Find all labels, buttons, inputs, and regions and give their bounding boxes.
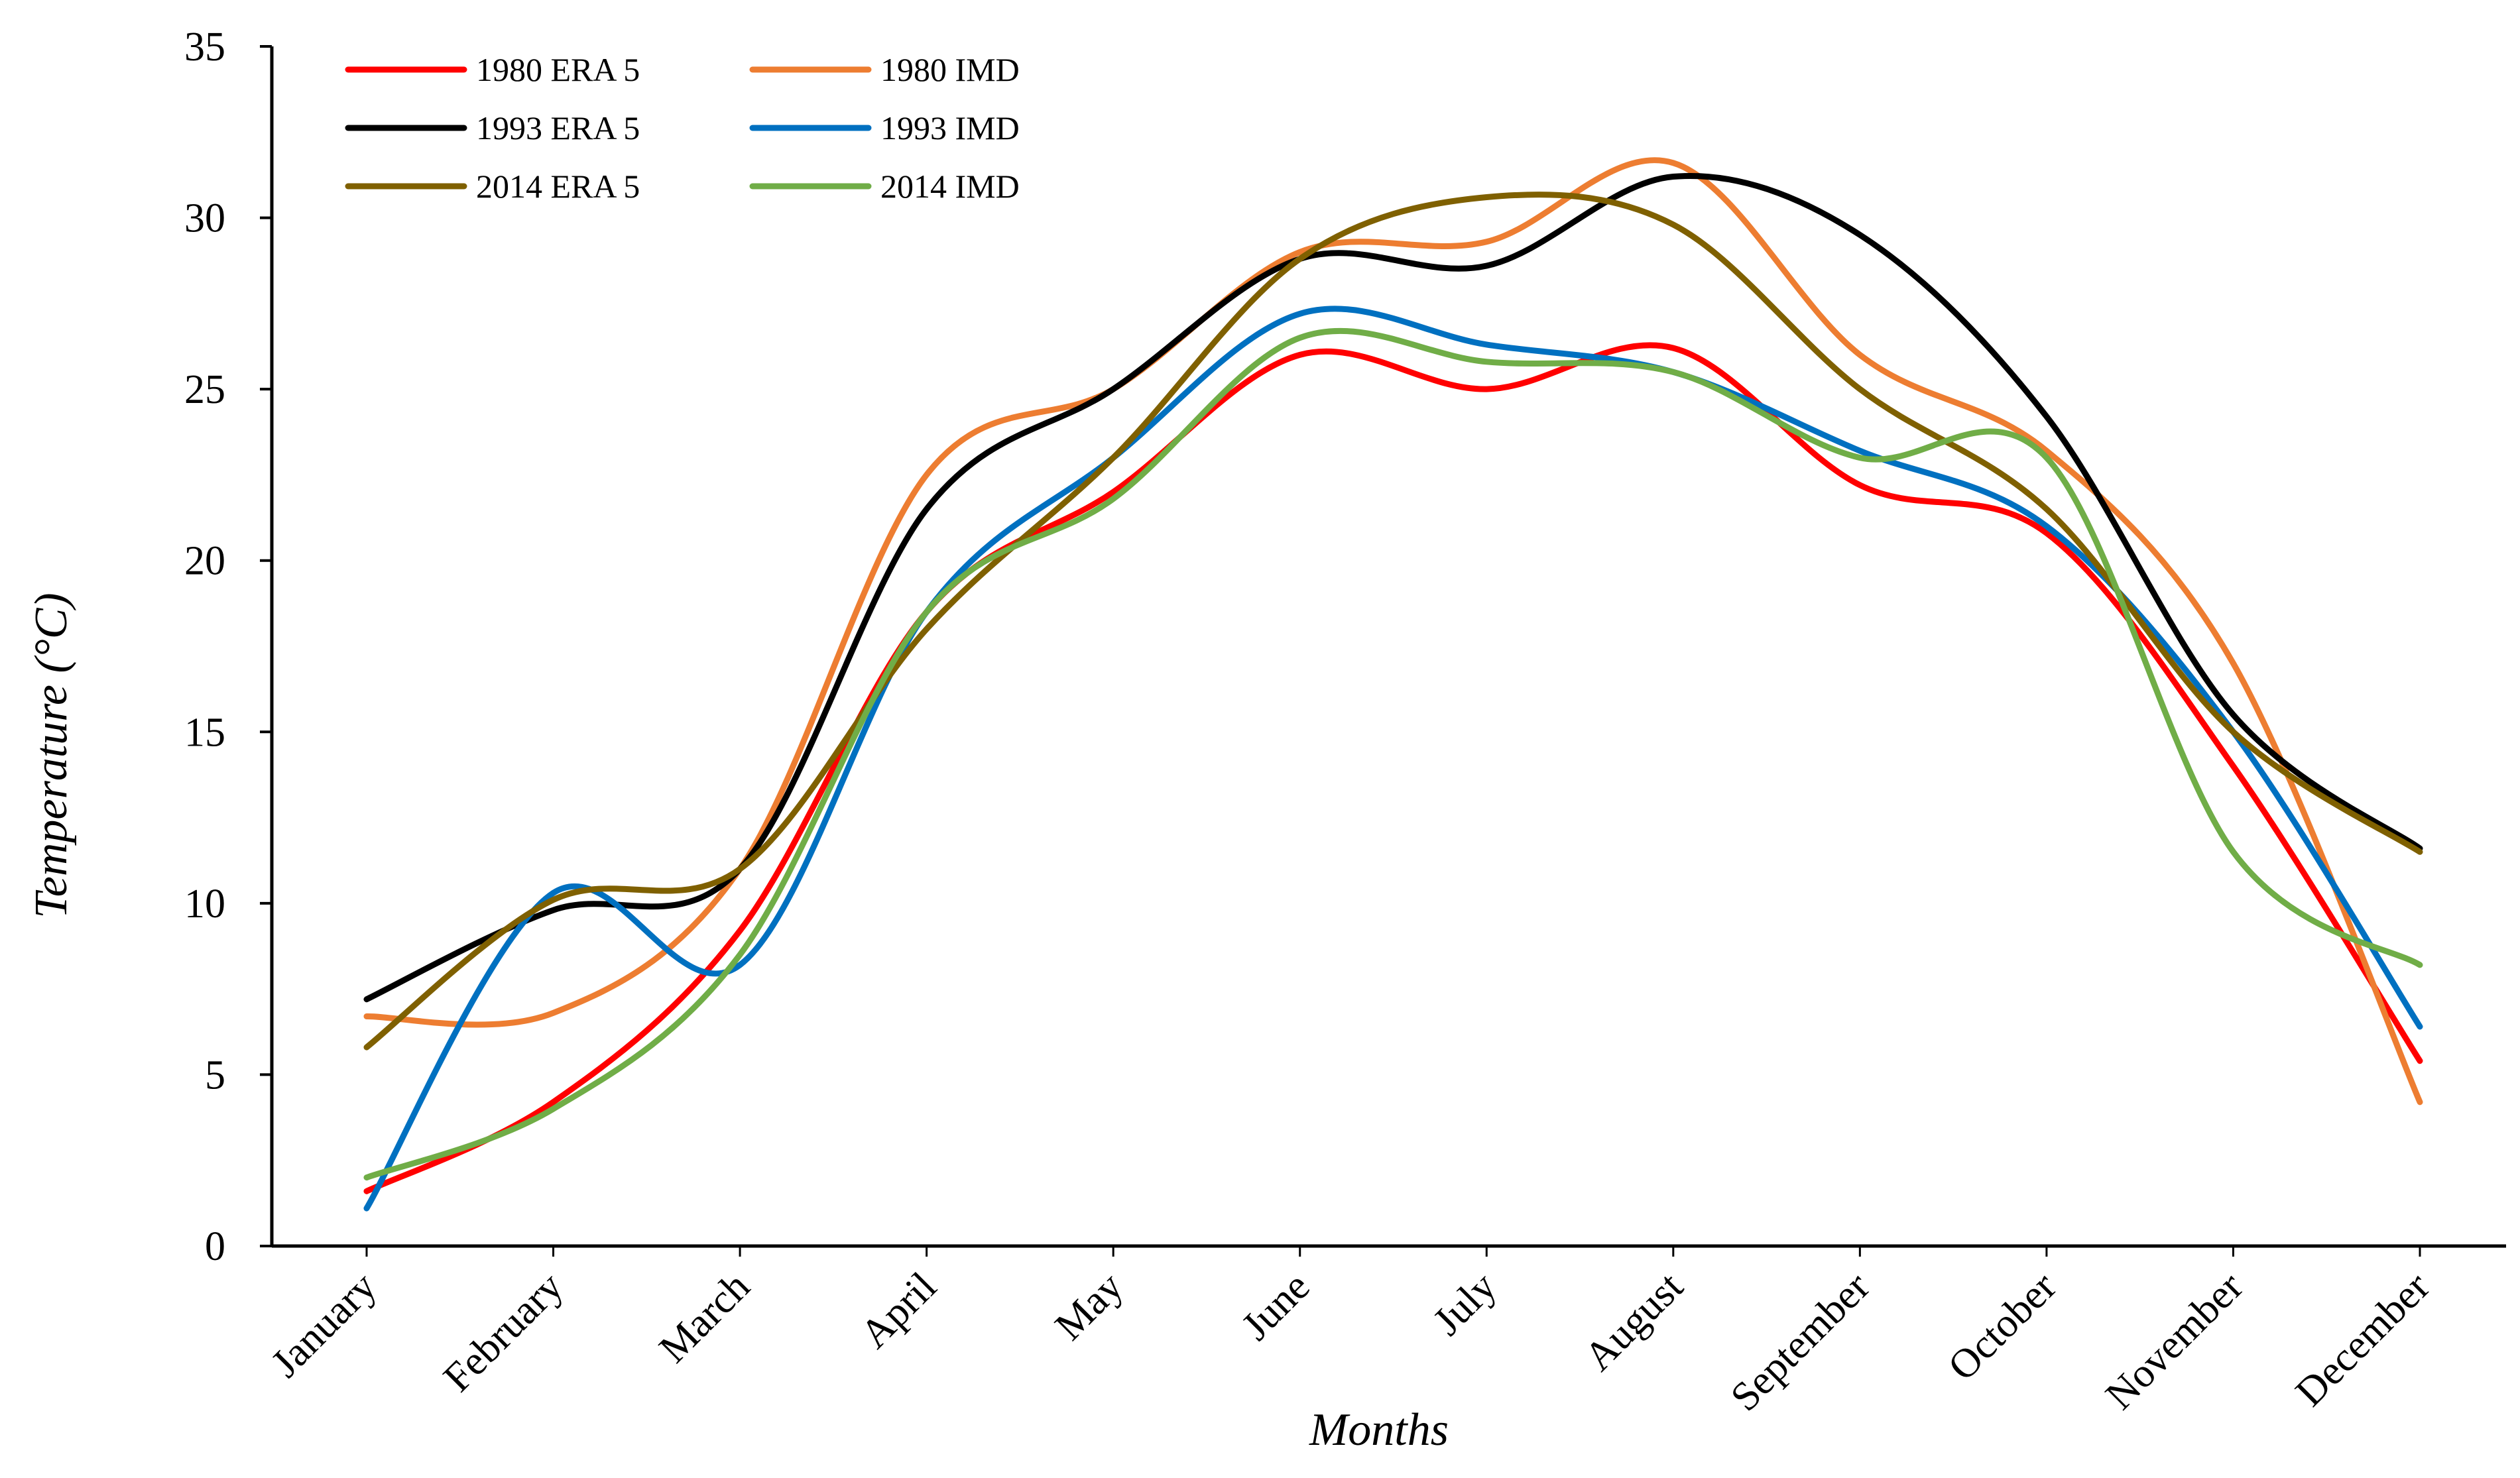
series-line-1980-imd bbox=[363, 157, 2423, 1106]
x-tick-label: January bbox=[263, 1264, 385, 1386]
series-line-1993-imd bbox=[363, 306, 2423, 1212]
y-tick-label: 25 bbox=[184, 367, 225, 412]
x-tick-label: November bbox=[2097, 1264, 2251, 1418]
series-line-2014-era-5 bbox=[363, 191, 2423, 1051]
y-tick-label: 15 bbox=[184, 710, 225, 755]
legend-label-2014-imd: 2014 IMD bbox=[880, 168, 1020, 205]
series-line-2014-imd bbox=[363, 327, 2423, 1181]
y-tick-label: 10 bbox=[184, 881, 225, 927]
legend-label-1980-imd: 1980 IMD bbox=[880, 51, 1020, 88]
y-tick-label: 0 bbox=[205, 1224, 225, 1269]
x-tick-label: May bbox=[1047, 1264, 1132, 1349]
y-tick-label: 35 bbox=[184, 25, 225, 70]
legend-label-2014-era-5: 2014 ERA 5 bbox=[476, 168, 640, 205]
x-tick-label: March bbox=[650, 1264, 758, 1372]
y-axis-title: Temperature (°C) bbox=[26, 593, 77, 918]
series-line-1980-era-5 bbox=[363, 342, 2423, 1194]
x-axis-tick-labels: January February March April May June July Augu… bbox=[263, 1246, 2438, 1420]
legend-label-1993-imd: 1993 IMD bbox=[880, 109, 1020, 146]
x-tick-label: December bbox=[2287, 1264, 2438, 1415]
x-tick-label: July bbox=[1425, 1264, 1505, 1344]
legend-label-1993-era-5: 1993 ERA 5 bbox=[476, 109, 640, 146]
legend: 1980 ERA 5 1980 IMD 1993 ERA 5 1993 IMD 2014… bbox=[345, 51, 1020, 205]
series-lines bbox=[363, 157, 2423, 1212]
x-tick-label: October bbox=[1940, 1264, 2066, 1390]
x-tick-label: June bbox=[1233, 1264, 1318, 1349]
legend-label-1980-era-5: 1980 ERA 5 bbox=[476, 51, 640, 88]
y-tick-label: 5 bbox=[205, 1052, 225, 1098]
x-tick-label: April bbox=[852, 1264, 945, 1357]
y-tick-label: 30 bbox=[184, 196, 225, 241]
x-tick-label: August bbox=[1576, 1264, 1692, 1380]
y-tick-label: 20 bbox=[184, 539, 225, 584]
x-tick-label: February bbox=[435, 1264, 571, 1400]
x-axis-title: Months bbox=[1309, 1404, 1449, 1455]
y-axis-ticks: 0 5 10 15 20 25 30 35 bbox=[184, 25, 272, 1269]
x-tick-label: September bbox=[1722, 1264, 1879, 1420]
